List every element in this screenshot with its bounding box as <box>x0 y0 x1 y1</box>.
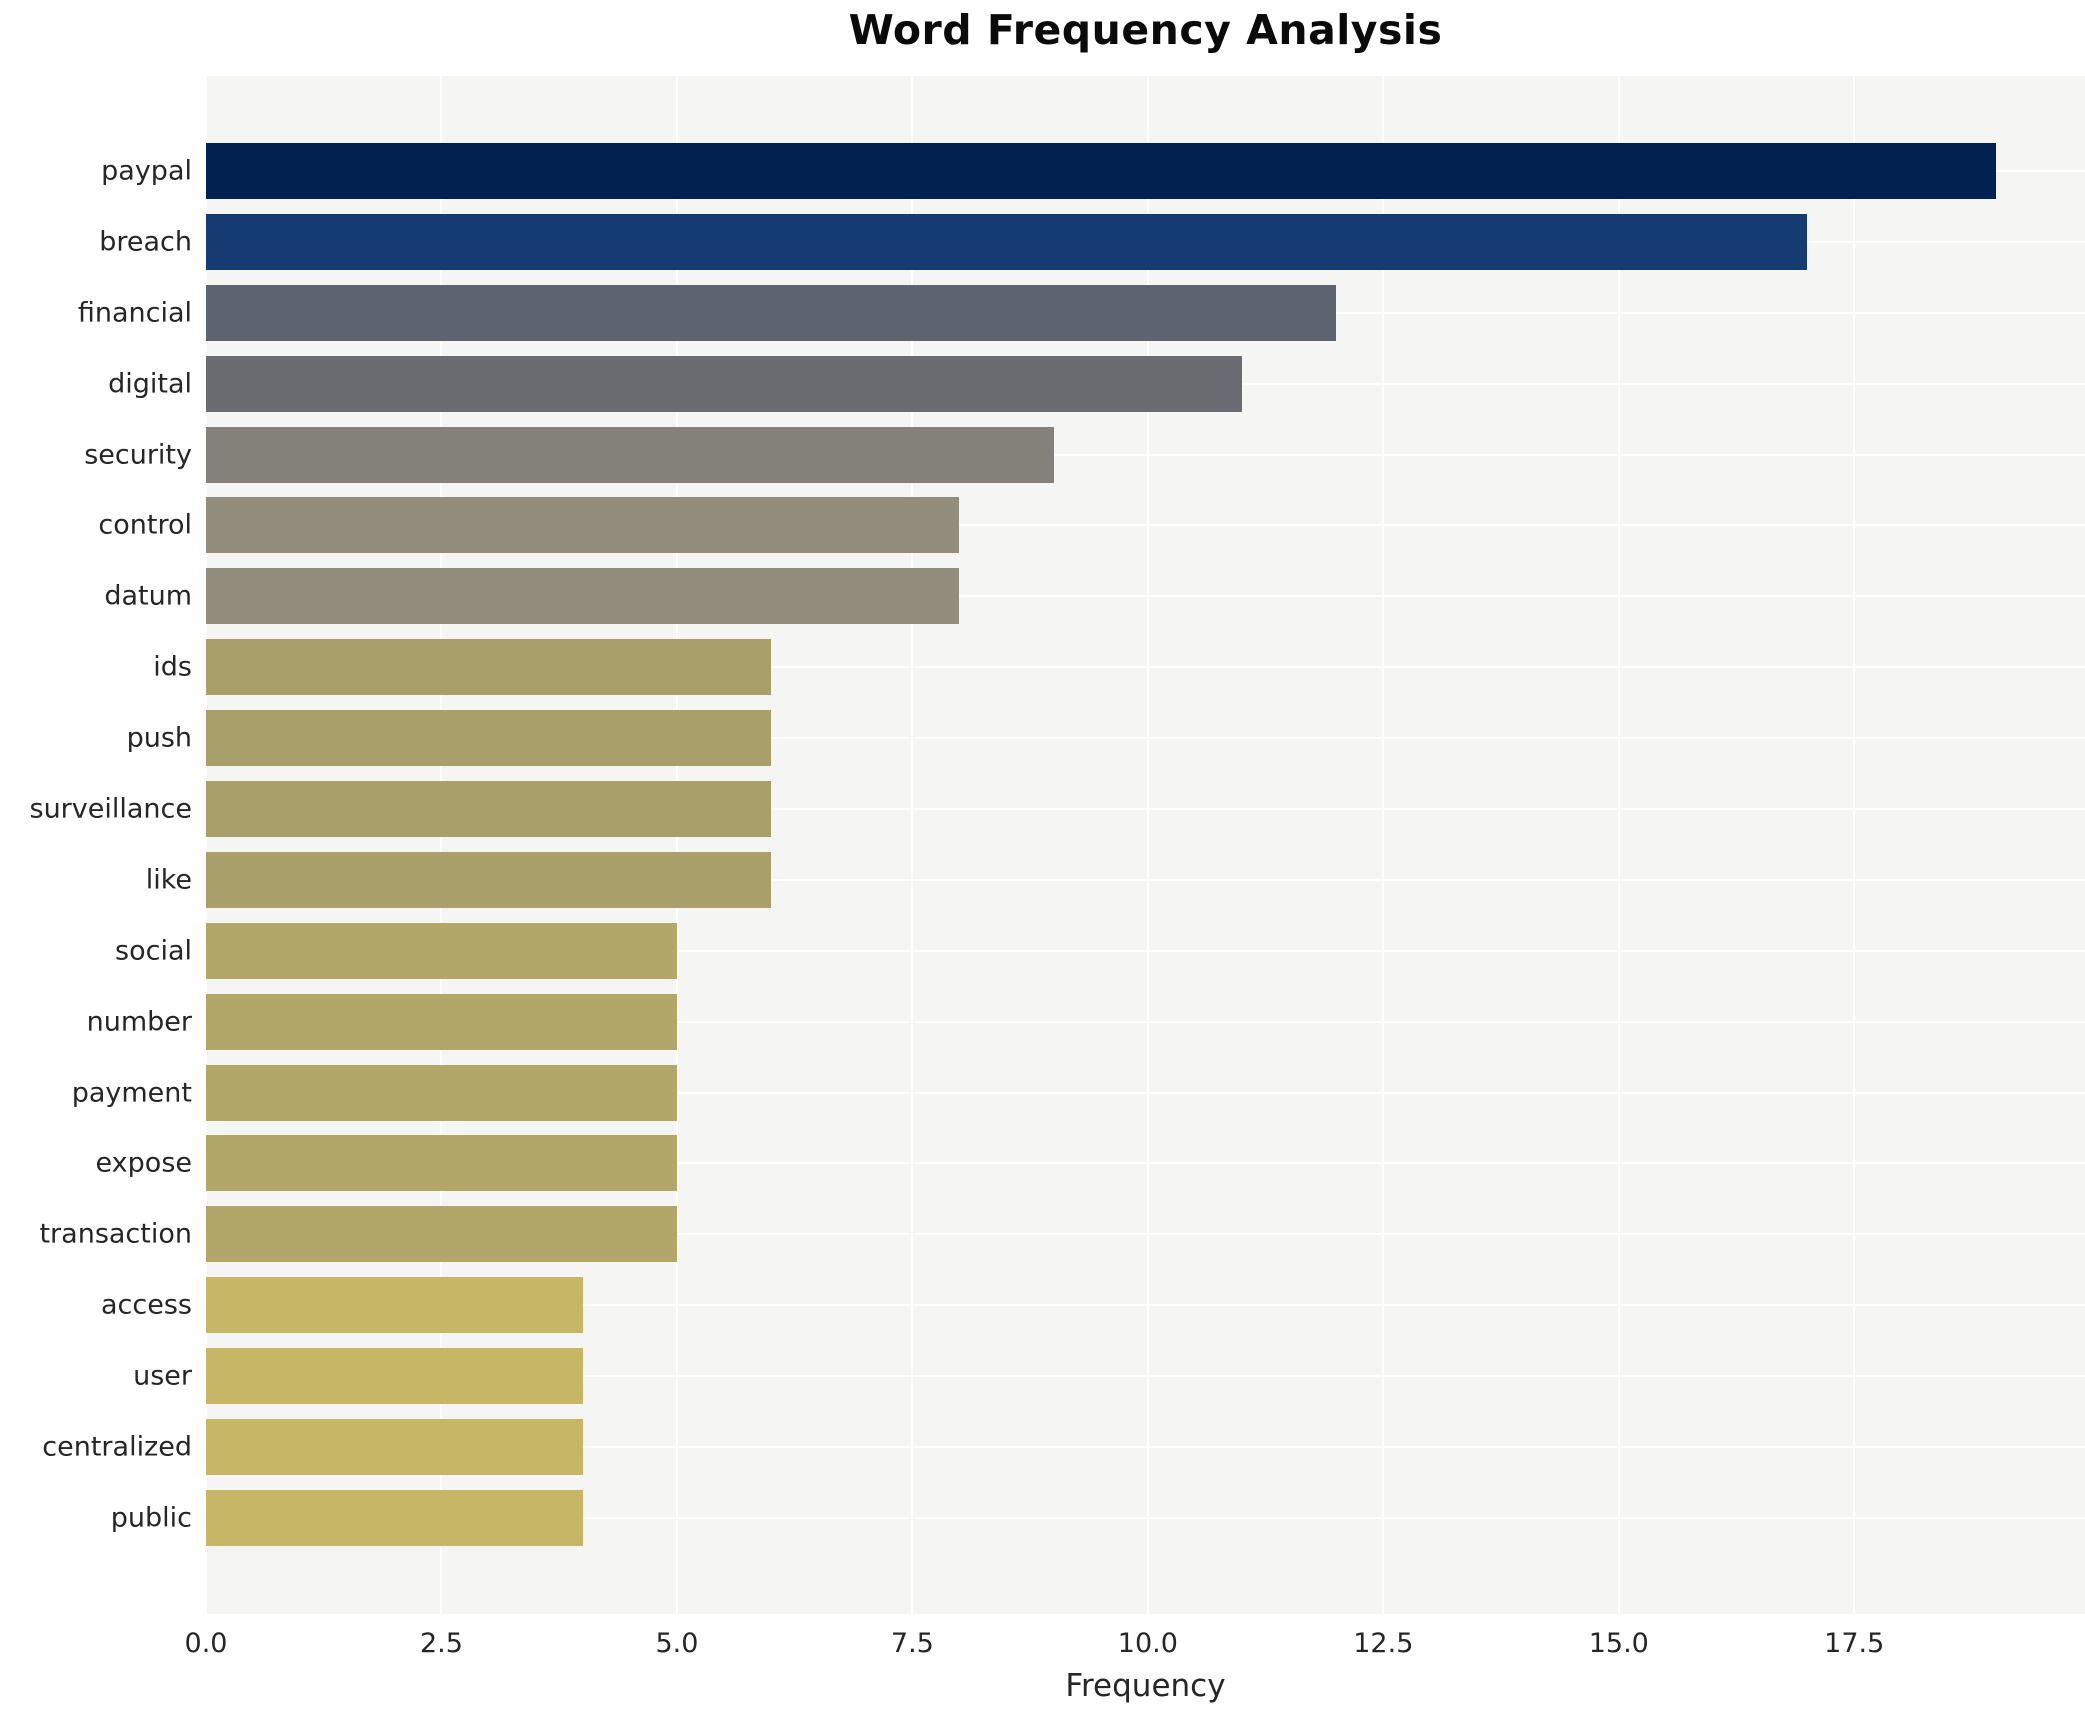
frequency-bar-surveillance <box>206 780 772 837</box>
bar-row-user: user <box>133 1341 2085 1412</box>
x-axis-ticks: 0.0 2.5 5.0 7.5 10.0 12.5 15.0 17.5 <box>185 1628 2085 1664</box>
gridline-y <box>206 1445 2085 1448</box>
frequency-bar-access <box>206 1277 583 1334</box>
y-axis-label-payment: payment <box>71 1077 192 1109</box>
bar-row-public: public <box>111 1482 2085 1553</box>
x-tick-label-5.0: 5.0 <box>655 1628 699 1659</box>
gridline-x-7.5 <box>911 76 914 1614</box>
bar-row-payment: payment <box>72 1057 2085 1128</box>
bar-row-digital: digital <box>108 348 2085 419</box>
frequency-bar-datum <box>206 568 960 625</box>
gridline-x-10 <box>1146 76 1149 1614</box>
frequency-bar-public <box>206 1489 583 1546</box>
bar-row-access: access <box>101 1270 2085 1341</box>
gridline-y <box>206 1233 2085 1236</box>
frequency-bar-paypal <box>206 142 1996 199</box>
gridline-x-2.5 <box>440 76 443 1614</box>
x-tick-label-0.0: 0.0 <box>184 1628 228 1659</box>
x-tick-label-2.5: 2.5 <box>419 1628 463 1659</box>
frequency-bar-control <box>206 497 960 554</box>
bar-rows: paypal breach financial digital security cont… <box>30 136 2085 1554</box>
bar-row-centralized: centralized <box>42 1412 2085 1483</box>
gridline-y <box>206 1304 2085 1307</box>
frequency-bar-like <box>206 851 772 908</box>
gridline-y <box>206 1516 2085 1519</box>
bar-row-financial: financial <box>78 277 2085 348</box>
frequency-bar-expose <box>206 1135 677 1192</box>
y-axis-label-centralized: centralized <box>42 1431 192 1463</box>
bar-row-security: security <box>84 419 2085 490</box>
y-axis-label-digital: digital <box>108 368 192 400</box>
bar-row-control: control <box>98 490 2085 561</box>
bar-row-transaction: transaction <box>39 1199 2085 1270</box>
bar-row-surveillance: surveillance <box>30 774 2085 845</box>
y-axis-label-user: user <box>133 1360 192 1392</box>
y-axis-label-push: push <box>126 722 192 754</box>
frequency-bar-transaction <box>206 1206 677 1263</box>
frequency-bar-centralized <box>206 1418 583 1475</box>
gridline-y <box>206 1162 2085 1165</box>
gridline-x-12.5 <box>1382 76 1385 1614</box>
bar-row-social: social <box>115 915 2085 986</box>
frequency-bar-security <box>206 426 1054 483</box>
bar-row-like: like <box>146 844 2085 915</box>
gridline-y <box>206 666 2085 669</box>
bar-row-paypal: paypal <box>101 136 2085 207</box>
y-axis-label-access: access <box>101 1289 192 1321</box>
x-tick-label-17.5: 17.5 <box>1824 1628 1885 1659</box>
gridline-y <box>206 1375 2085 1378</box>
x-tick-label-15.0: 15.0 <box>1588 1628 1649 1659</box>
frequency-bar-ids <box>206 639 772 696</box>
frequency-bar-user <box>206 1348 583 1405</box>
bar-row-push: push <box>127 703 2085 774</box>
bar-row-expose: expose <box>96 1128 2085 1199</box>
y-axis-label-breach: breach <box>99 226 192 258</box>
y-axis-label-surveillance: surveillance <box>29 793 193 825</box>
y-axis-label-like: like <box>145 864 192 896</box>
gridline-y <box>206 878 2085 881</box>
y-axis-label-financial: financial <box>77 297 192 329</box>
frequency-bar-financial <box>206 284 1337 341</box>
gridline-x-0 <box>205 76 207 1614</box>
y-axis-label-transaction: transaction <box>39 1218 192 1250</box>
x-tick-label-12.5: 12.5 <box>1353 1628 1414 1659</box>
y-axis-label-public: public <box>110 1502 192 1534</box>
x-tick-label-7.5: 7.5 <box>890 1628 934 1659</box>
gridline-x-17.5 <box>1853 76 1856 1614</box>
gridline-y <box>206 737 2085 740</box>
y-axis-label-control: control <box>98 509 192 541</box>
frequency-bar-payment <box>206 1064 677 1121</box>
frequency-bar-breach <box>206 213 1808 270</box>
gridline-y <box>206 453 2085 456</box>
frequency-bar-social <box>206 922 677 979</box>
plot-area: paypal breach financial digital security cont… <box>30 76 2085 1614</box>
x-axis-title: Frequency <box>1065 1668 1226 1704</box>
gridline-y <box>206 524 2085 527</box>
y-axis-label-expose: expose <box>95 1147 192 1179</box>
bar-row-number: number <box>87 986 2085 1057</box>
y-axis-label-security: security <box>84 439 192 470</box>
y-axis-label-ids: ids <box>153 651 192 683</box>
gridline-x-15 <box>1617 76 1620 1614</box>
y-axis-label-social: social <box>115 935 192 967</box>
bar-row-breach: breach <box>99 206 2085 277</box>
gridline-y <box>206 949 2085 952</box>
x-tick-label-10.0: 10.0 <box>1117 1628 1178 1659</box>
gridline-y <box>206 807 2085 810</box>
y-axis-label-number: number <box>86 1006 192 1038</box>
bar-row-datum: datum <box>104 561 2085 632</box>
bar-row-ids: ids <box>153 632 2085 703</box>
gridline-y <box>206 1020 2085 1023</box>
frequency-bar-number <box>206 993 677 1050</box>
y-axis-label-datum: datum <box>104 580 192 612</box>
gridline-y <box>206 1091 2085 1094</box>
y-axis-label-paypal: paypal <box>101 155 192 187</box>
gridline-y <box>206 595 2085 598</box>
frequency-bar-digital <box>206 355 1243 412</box>
frequency-bar-push <box>206 710 772 767</box>
chart-title: Word Frequency Analysis <box>848 6 1443 54</box>
gridline-x-5 <box>675 76 678 1614</box>
